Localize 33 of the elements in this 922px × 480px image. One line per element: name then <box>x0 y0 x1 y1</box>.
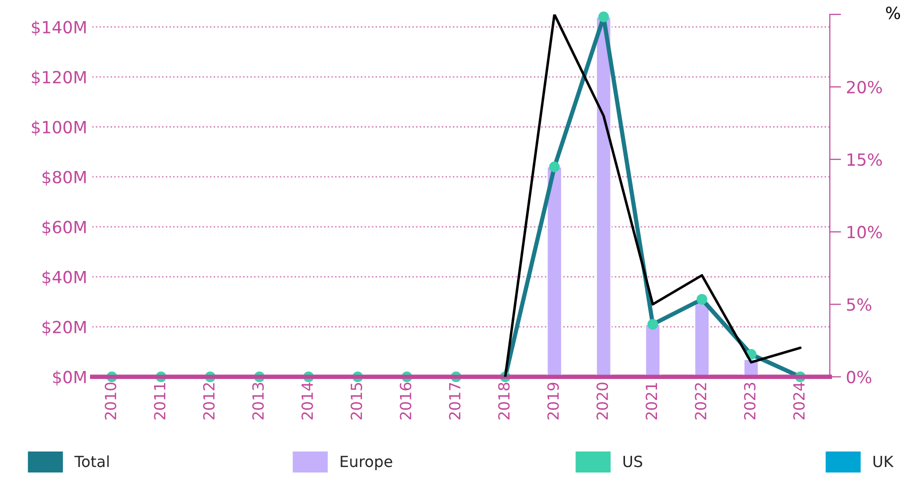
y2-tick-label: 10% <box>848 226 882 238</box>
y-tick-label: $20M <box>42 320 86 336</box>
y-tick-label: $40M <box>42 270 86 286</box>
y2-tick-label: 5% <box>847 298 872 311</box>
x-tick-label: 2019 <box>547 382 559 420</box>
x-tick-label: 2024 <box>793 382 805 420</box>
x-tick-label: 2011 <box>154 383 166 420</box>
y-tick-label: $100M <box>32 120 86 136</box>
x-tick-label: 2014 <box>301 382 313 420</box>
y-tick-label: $60M <box>42 220 86 236</box>
x-tick-label: 2015 <box>350 382 362 420</box>
x-tick-label: 2021 <box>646 383 658 420</box>
x-tick-label: 2013 <box>252 382 264 420</box>
y-tick-label: $80M <box>42 170 86 186</box>
y-tick-label: $120M <box>32 70 86 86</box>
x-tick-label: 2023 <box>744 382 756 420</box>
x-tick-label: 2022 <box>694 383 706 420</box>
y2-axis-title: % <box>886 6 900 20</box>
y2-tick-label: 20% <box>846 80 882 94</box>
x-tick-label: 2017 <box>448 382 461 420</box>
y2-tick-label: 15% <box>848 153 882 166</box>
x-tick-label: 2018 <box>498 382 510 420</box>
x-tick-label: 2020 <box>596 382 608 420</box>
legend-label: Total <box>74 455 109 468</box>
legend-label: Europe <box>340 456 392 470</box>
legend-label: UK <box>874 456 894 468</box>
y2-tick-label: 0% <box>846 370 872 384</box>
x-tick-label: 2012 <box>203 383 215 420</box>
y-tick-label: $140M <box>32 20 86 36</box>
legend-label: US <box>623 456 642 468</box>
x-tick-label: 2010 <box>104 382 116 420</box>
y-tick-label: $0M <box>53 370 86 386</box>
x-tick-label: 2016 <box>400 382 412 420</box>
